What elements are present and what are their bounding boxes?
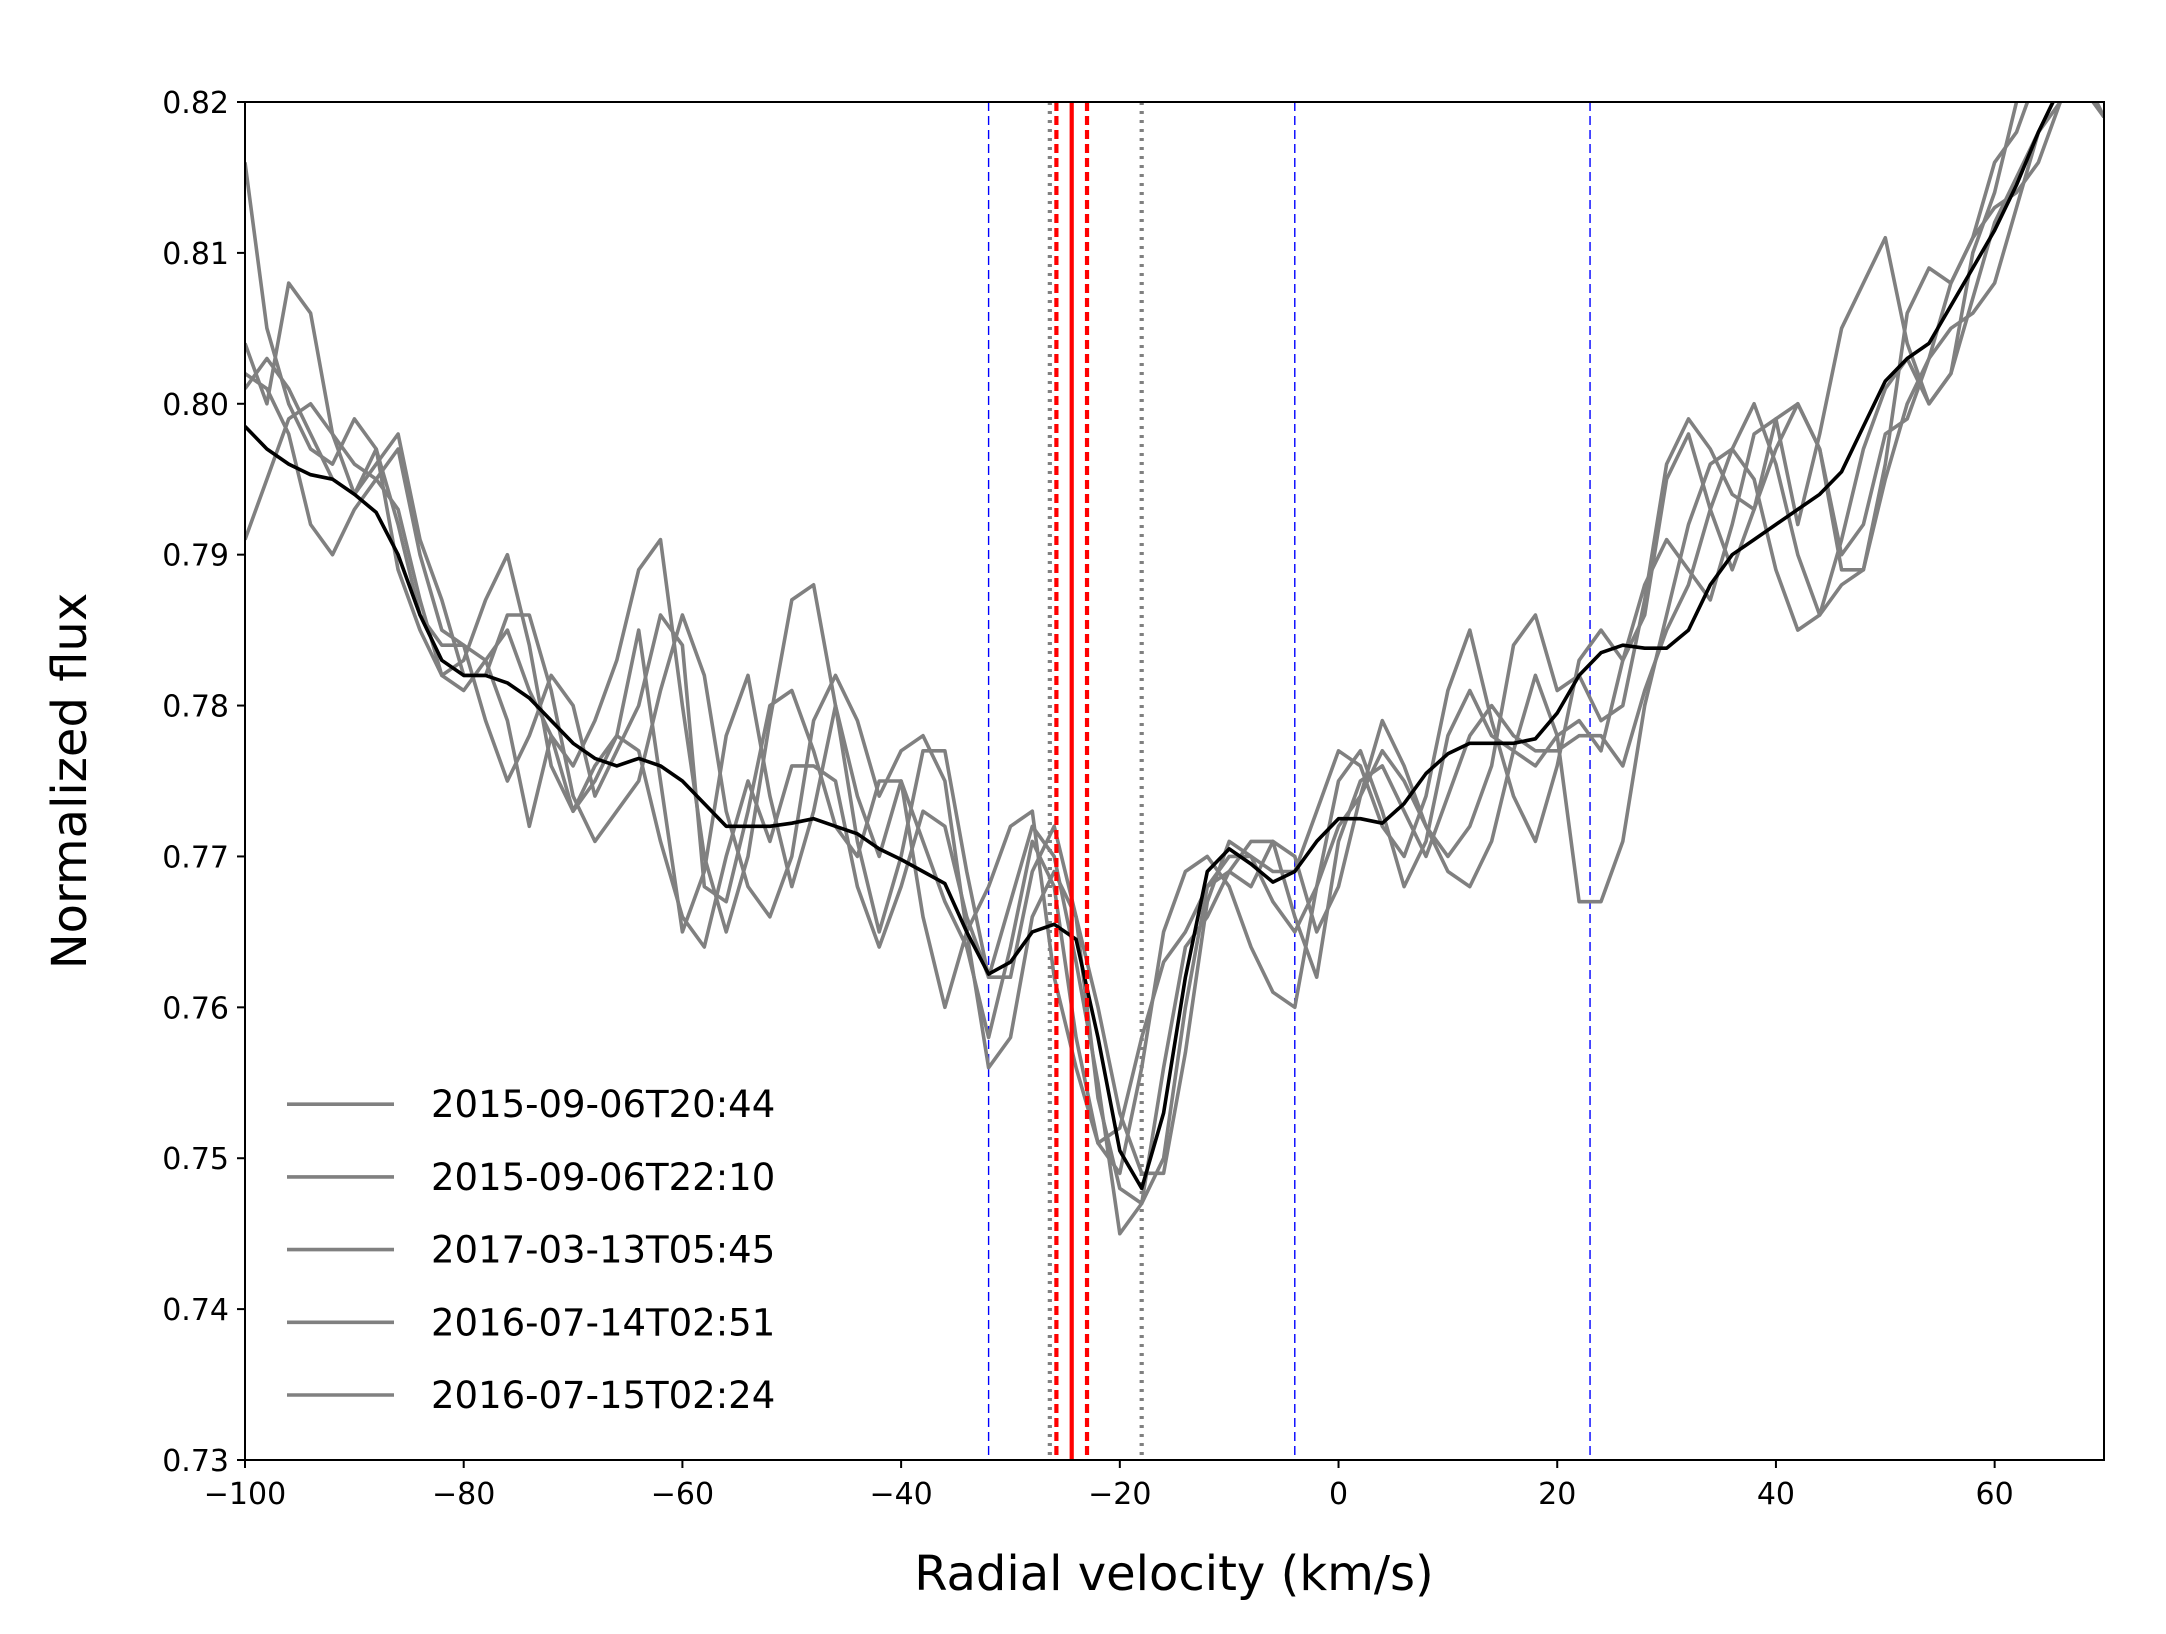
x-tick-label: −40 xyxy=(869,1477,932,1512)
y-tick-label: 0.78 xyxy=(162,690,229,725)
x-tick-label: −80 xyxy=(432,1477,495,1512)
legend-label: 2016-07-14T02:51 xyxy=(431,1301,775,1344)
y-tick-label: 0.80 xyxy=(162,388,229,423)
series-line xyxy=(245,102,2063,1145)
x-tick-label: 0 xyxy=(1329,1477,1348,1512)
x-tick-label: 60 xyxy=(1976,1477,2014,1512)
y-tick-label: 0.81 xyxy=(162,237,229,272)
y-tick-label: 0.74 xyxy=(162,1293,229,1328)
y-tick-label: 0.79 xyxy=(162,539,229,574)
mean-line xyxy=(245,102,2055,1191)
y-tick-label: 0.77 xyxy=(162,840,229,875)
x-tick-label: 20 xyxy=(1538,1477,1576,1512)
legend-label: 2016-07-15T02:24 xyxy=(431,1374,775,1417)
y-tick-label: 0.76 xyxy=(162,991,229,1026)
y-tick-label: 0.75 xyxy=(162,1142,229,1177)
y-tick-label: 0.73 xyxy=(162,1444,229,1479)
plot-area xyxy=(245,102,2104,1460)
x-tick-label: −20 xyxy=(1088,1477,1151,1512)
x-tick-label: 40 xyxy=(1757,1477,1795,1512)
legend-label: 2015-09-06T20:44 xyxy=(431,1083,775,1126)
series-line xyxy=(245,102,2063,1176)
axes-frame xyxy=(244,101,2105,1461)
series-line xyxy=(245,102,2104,1176)
x-tick-label: −60 xyxy=(651,1477,714,1512)
x-axis-label: Radial velocity (km/s) xyxy=(914,1546,1434,1602)
series-line xyxy=(245,102,2104,1206)
series-line xyxy=(245,102,2104,1236)
x-tick-label: −100 xyxy=(204,1477,286,1512)
y-axis-label: Normalized flux xyxy=(42,593,98,970)
legend-label: 2015-09-06T22:10 xyxy=(431,1156,775,1199)
y-tick-label: 0.82 xyxy=(162,86,229,121)
legend-label: 2017-03-13T05:45 xyxy=(431,1229,775,1272)
